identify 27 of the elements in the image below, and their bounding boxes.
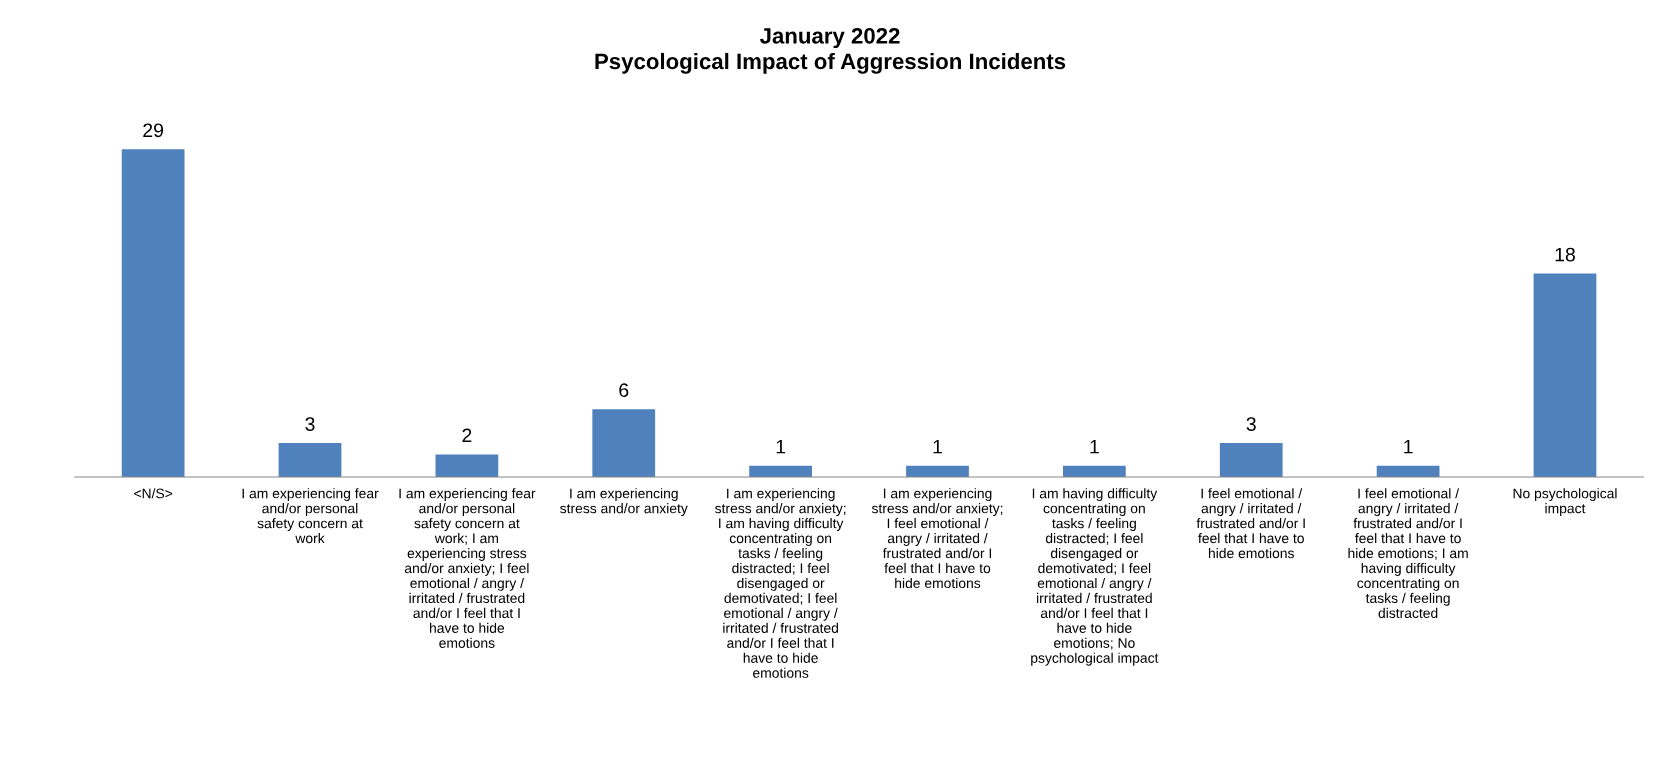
x-tick-label: <N/S> bbox=[134, 488, 173, 499]
chart-title: January 2022 Psycological Impact of Aggression Incidents bbox=[595, 27, 1066, 74]
category-label: I feel emotional / angry / irritated / frustrated and/or I feel that I have to hide emotions; I am having difficulty concentrating on tasks / feeling distracted bbox=[1348, 488, 1468, 619]
data-label: 18 bbox=[1555, 247, 1575, 262]
category-label: I am having difficulty concentrating on tasks / feeling distracted; I feel disengaged or demotivated; I feel emotional / angry / irritated / frustrated and/or I feel that I have to hide emotions; No psychological impact bbox=[1031, 488, 1159, 666]
bar bbox=[278, 443, 342, 478]
bar bbox=[121, 149, 185, 478]
data-label: 1 bbox=[1090, 439, 1099, 454]
x-tick-label: I am experiencing fear and/or personal safety concern at work bbox=[242, 488, 379, 544]
x-tick-label: No psychological impact bbox=[1513, 488, 1617, 517]
bar bbox=[592, 409, 656, 478]
data-label: 29 bbox=[143, 123, 164, 138]
bar bbox=[435, 454, 499, 478]
data-label: 1 bbox=[933, 439, 942, 454]
x-tick-label: I am experiencing stress and/or anxiety; I feel emotional / angry / irritated / frustrated and/or I feel that I have to hide emotions bbox=[871, 488, 1003, 589]
bar bbox=[1533, 273, 1597, 478]
data-label: 3 bbox=[305, 417, 315, 431]
data-label: 1 bbox=[1404, 439, 1413, 454]
data-label: 6 bbox=[619, 383, 629, 398]
data-label: 3 bbox=[1246, 417, 1256, 431]
x-tick-label: I am experiencing stress and/or anxiety bbox=[560, 488, 688, 517]
bar bbox=[1219, 443, 1283, 478]
data-label: 2 bbox=[462, 428, 472, 443]
x-tick-label: I feel emotional / angry / irritated / frustrated and/or I feel that I have to hide emotions bbox=[1196, 488, 1305, 559]
category-label: I am experiencing fear and/or personal safety concern at work; I am experiencing stress and/or anxiety; I feel emotional / angry / irritated / frustrated and/or I feel that I have to hide emotions bbox=[399, 488, 536, 648]
category-label: I am experiencing stress and/or anxiety; I am having difficulty concentrating on tasks / feeling distracted; I feel disengaged or demotivated; I feel emotional / angry / irritated / frustrated and/or I feel that I have to hide emotions bbox=[715, 488, 846, 678]
data-label: 1 bbox=[776, 439, 786, 454]
